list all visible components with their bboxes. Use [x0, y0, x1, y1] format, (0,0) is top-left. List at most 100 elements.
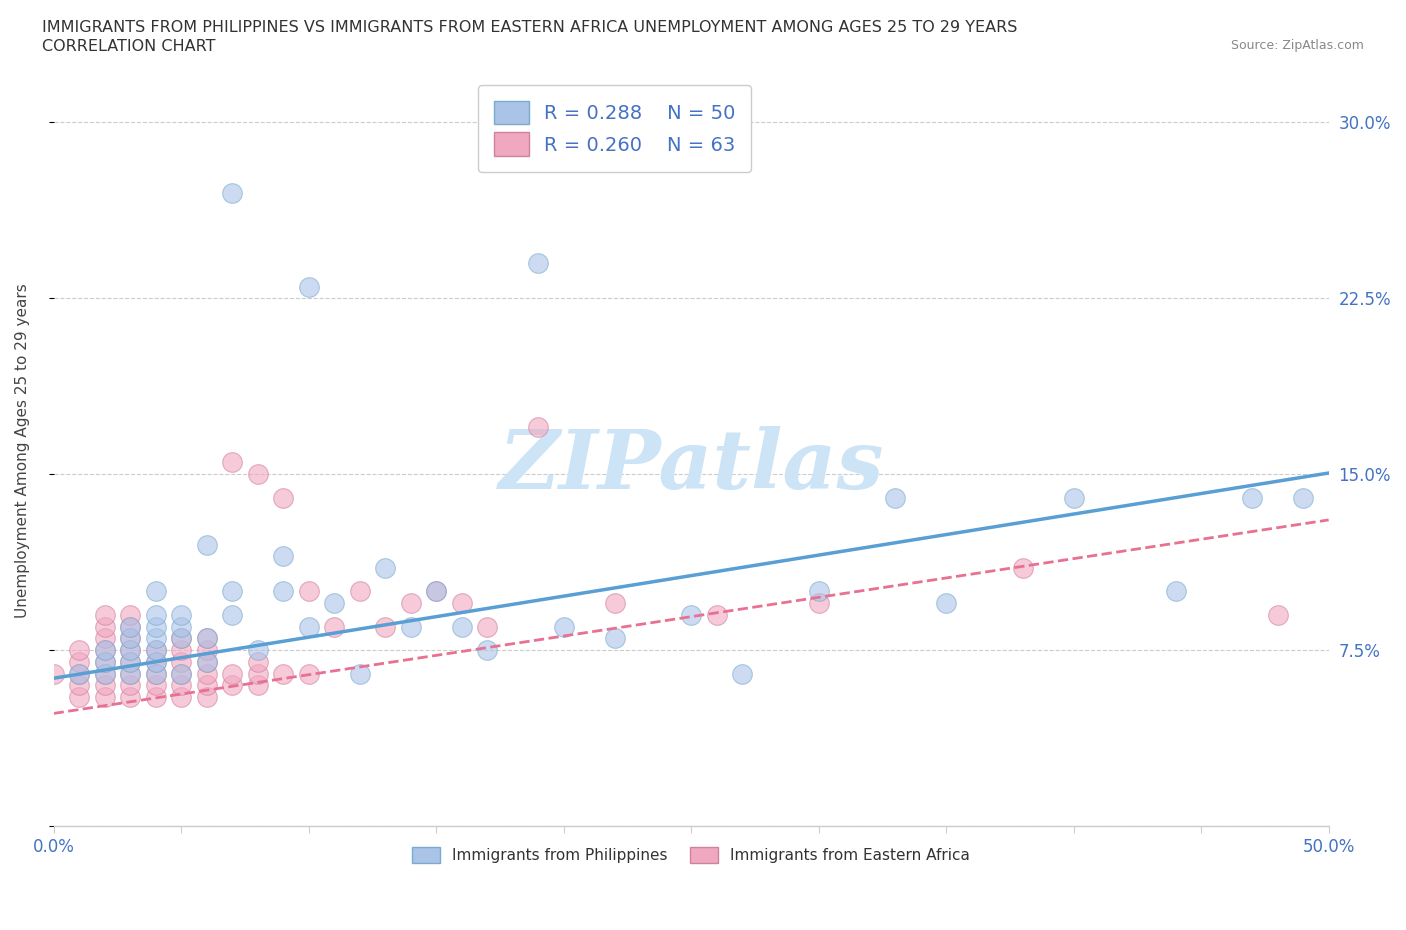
- Point: [170, 607, 193, 622]
- Point: [93, 689, 115, 704]
- Legend: Immigrants from Philippines, Immigrants from Eastern Africa: Immigrants from Philippines, Immigrants …: [405, 840, 977, 870]
- Point: [145, 689, 167, 704]
- Point: [93, 643, 115, 658]
- Point: [145, 643, 167, 658]
- Point: [170, 631, 193, 645]
- Point: [271, 666, 294, 681]
- Point: [145, 619, 167, 634]
- Point: [145, 655, 167, 670]
- Point: [807, 584, 830, 599]
- Point: [298, 279, 321, 294]
- Point: [120, 655, 142, 670]
- Point: [93, 643, 115, 658]
- Point: [93, 655, 115, 670]
- Point: [1164, 584, 1187, 599]
- Point: [93, 678, 115, 693]
- Point: [195, 631, 218, 645]
- Point: [120, 619, 142, 634]
- Point: [475, 643, 498, 658]
- Point: [67, 666, 90, 681]
- Point: [170, 666, 193, 681]
- Point: [145, 666, 167, 681]
- Point: [120, 655, 142, 670]
- Point: [425, 584, 447, 599]
- Point: [170, 619, 193, 634]
- Point: [221, 584, 243, 599]
- Point: [170, 666, 193, 681]
- Point: [399, 619, 422, 634]
- Point: [271, 584, 294, 599]
- Point: [450, 596, 472, 611]
- Point: [553, 619, 575, 634]
- Point: [221, 678, 243, 693]
- Point: [42, 666, 65, 681]
- Point: [93, 619, 115, 634]
- Point: [145, 666, 167, 681]
- Point: [450, 619, 472, 634]
- Point: [93, 666, 115, 681]
- Point: [195, 678, 218, 693]
- Point: [399, 596, 422, 611]
- Point: [170, 678, 193, 693]
- Point: [120, 643, 142, 658]
- Point: [1241, 490, 1264, 505]
- Text: ZIPatlas: ZIPatlas: [498, 426, 884, 506]
- Point: [246, 678, 269, 693]
- Y-axis label: Unemployment Among Ages 25 to 29 years: Unemployment Among Ages 25 to 29 years: [15, 284, 30, 618]
- Text: Source: ZipAtlas.com: Source: ZipAtlas.com: [1230, 39, 1364, 52]
- Point: [603, 596, 626, 611]
- Point: [349, 584, 371, 599]
- Point: [374, 561, 396, 576]
- Point: [120, 678, 142, 693]
- Point: [323, 596, 346, 611]
- Point: [145, 643, 167, 658]
- Point: [706, 607, 728, 622]
- Point: [170, 655, 193, 670]
- Point: [221, 455, 243, 470]
- Point: [603, 631, 626, 645]
- Point: [271, 549, 294, 564]
- Point: [195, 689, 218, 704]
- Point: [170, 643, 193, 658]
- Point: [120, 631, 142, 645]
- Point: [246, 467, 269, 482]
- Point: [1267, 607, 1289, 622]
- Point: [93, 631, 115, 645]
- Point: [120, 666, 142, 681]
- Text: IMMIGRANTS FROM PHILIPPINES VS IMMIGRANTS FROM EASTERN AFRICA UNEMPLOYMENT AMONG: IMMIGRANTS FROM PHILIPPINES VS IMMIGRANT…: [42, 20, 1018, 35]
- Point: [527, 419, 550, 434]
- Point: [120, 666, 142, 681]
- Point: [67, 643, 90, 658]
- Point: [323, 619, 346, 634]
- Point: [349, 666, 371, 681]
- Point: [93, 655, 115, 670]
- Point: [120, 631, 142, 645]
- Point: [935, 596, 957, 611]
- Point: [145, 678, 167, 693]
- Point: [145, 631, 167, 645]
- Point: [1292, 490, 1315, 505]
- Point: [1063, 490, 1085, 505]
- Point: [67, 666, 90, 681]
- Text: CORRELATION CHART: CORRELATION CHART: [42, 39, 215, 54]
- Point: [67, 678, 90, 693]
- Point: [120, 689, 142, 704]
- Point: [884, 490, 907, 505]
- Point: [195, 655, 218, 670]
- Point: [93, 607, 115, 622]
- Point: [67, 689, 90, 704]
- Point: [527, 256, 550, 271]
- Point: [221, 607, 243, 622]
- Point: [221, 185, 243, 200]
- Point: [681, 607, 703, 622]
- Point: [67, 655, 90, 670]
- Point: [221, 666, 243, 681]
- Point: [1011, 561, 1033, 576]
- Point: [145, 584, 167, 599]
- Point: [145, 655, 167, 670]
- Point: [195, 631, 218, 645]
- Point: [425, 584, 447, 599]
- Point: [195, 538, 218, 552]
- Point: [298, 584, 321, 599]
- Point: [298, 619, 321, 634]
